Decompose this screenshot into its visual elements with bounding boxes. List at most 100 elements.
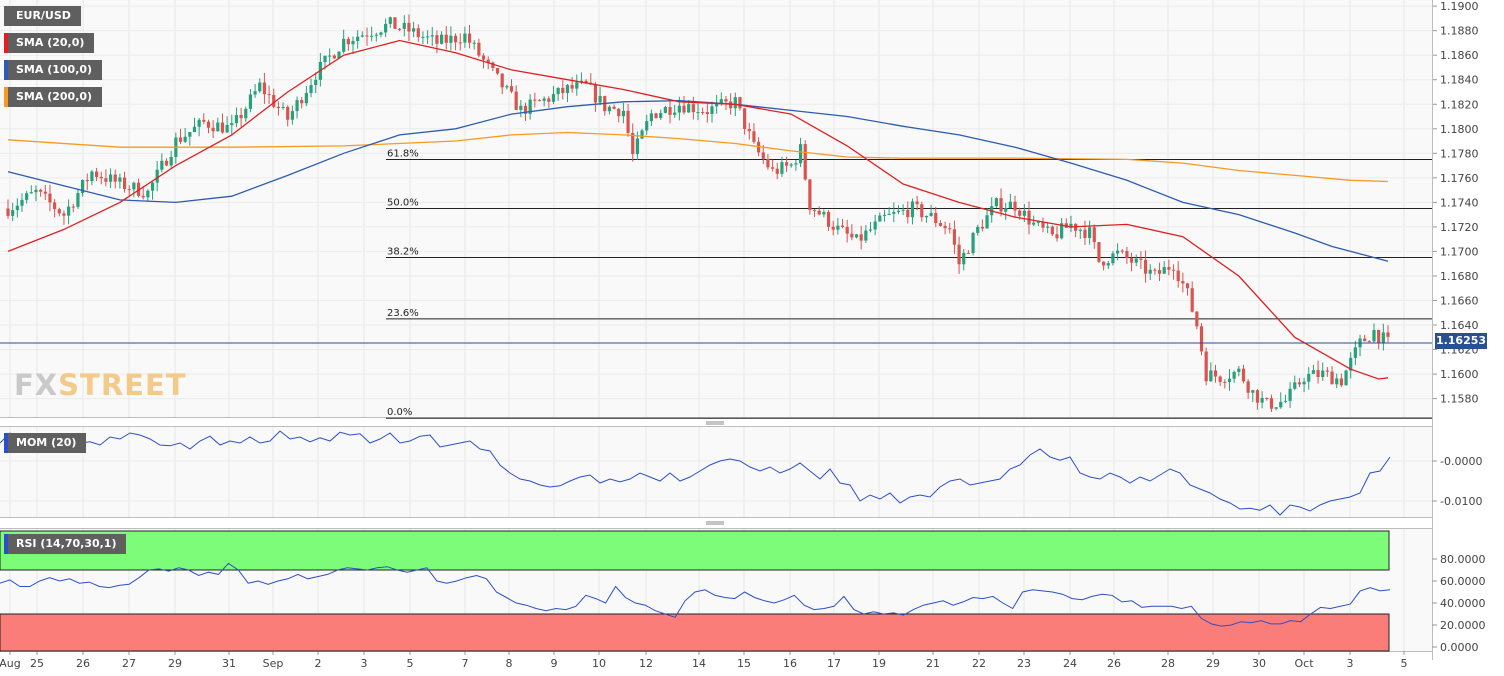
mom-line: [0, 430, 1391, 516]
x-tick-label: 5: [1401, 657, 1408, 670]
candle-up: [901, 209, 905, 211]
candle-down: [1171, 269, 1176, 271]
rsi-tick-label: 20.0000: [1440, 619, 1486, 632]
sma100-tag[interactable]: SMA (100,0): [4, 60, 103, 80]
candle-up: [314, 79, 318, 86]
candle-down: [682, 105, 686, 113]
candle-up: [188, 132, 192, 137]
candle-down: [48, 193, 52, 203]
candle-down: [1097, 242, 1101, 262]
candle-down: [561, 87, 565, 94]
candle-up: [1349, 357, 1353, 371]
x-tick-label: Aug: [0, 657, 21, 670]
price-tick-label: 1.1700: [1440, 245, 1479, 258]
candle-up: [854, 234, 859, 238]
x-tick-label: 8: [506, 657, 513, 670]
candle-down: [859, 234, 863, 241]
candle-up: [971, 232, 975, 254]
candle-up: [1344, 370, 1348, 386]
candle-up: [234, 114, 239, 124]
candle-up: [370, 35, 374, 37]
candle-up: [1283, 400, 1288, 402]
candle-down: [486, 59, 490, 63]
candle-down: [94, 171, 99, 177]
candle-down: [62, 213, 66, 216]
candle-down: [393, 17, 397, 29]
candle-up: [607, 106, 612, 112]
candle-up: [80, 179, 85, 194]
candle-down: [85, 179, 89, 182]
candle-up: [351, 40, 355, 45]
candle-down: [999, 198, 1003, 212]
candle-down: [1018, 210, 1022, 216]
candle-down: [444, 34, 448, 43]
candle-down: [770, 167, 775, 169]
sma200-tag[interactable]: SMA (200,0): [4, 87, 103, 107]
candle-up: [985, 215, 989, 229]
candle-up: [794, 163, 798, 165]
x-tick-label: 26: [76, 657, 90, 670]
price-tick-label: 1.1660: [1440, 294, 1479, 307]
candle-up: [887, 213, 891, 215]
sma20-tag[interactable]: SMA (20,0): [4, 33, 95, 53]
candle-down: [957, 244, 961, 265]
candle-up: [542, 98, 546, 101]
mom-tag[interactable]: MOM (20): [4, 433, 87, 453]
candle-down: [1223, 381, 1227, 383]
candle-down: [211, 127, 215, 132]
candle-up: [528, 99, 532, 114]
candle-down: [398, 28, 402, 30]
candle-down: [220, 122, 225, 133]
candle-up: [108, 174, 113, 182]
candle-down: [547, 98, 551, 102]
candle-down: [654, 113, 658, 118]
candle-down: [1139, 258, 1143, 260]
candle-down: [1027, 210, 1031, 225]
candle-up: [836, 225, 840, 230]
symbol-tag[interactable]: EUR/USD: [4, 6, 81, 26]
candle-up: [216, 122, 220, 132]
candle-down: [631, 132, 635, 155]
candle-down: [752, 131, 756, 142]
candle-up: [29, 192, 33, 194]
candle-down: [738, 97, 742, 109]
candle-up: [1274, 407, 1278, 409]
sma20-swatch: [4, 33, 8, 53]
candle-up: [696, 112, 700, 114]
candle-down: [948, 228, 952, 230]
candle-up: [309, 85, 313, 94]
candle-down: [481, 55, 486, 60]
current-price-badge: 1.16253: [1435, 333, 1487, 349]
candle-up: [337, 51, 341, 59]
sma200-swatch: [4, 87, 8, 107]
candle-down: [952, 229, 957, 245]
x-tick-label: 19: [872, 657, 886, 670]
candle-up: [379, 32, 383, 35]
candle-up: [248, 94, 253, 109]
rsi-tag[interactable]: RSI (14,70,30,1): [4, 534, 127, 554]
candle-down: [593, 84, 598, 103]
candle-up: [1004, 208, 1008, 212]
price-tick-label: 1.1780: [1440, 147, 1479, 160]
candle-up: [1237, 368, 1241, 372]
candle-down: [206, 121, 211, 128]
candle-down: [938, 223, 943, 226]
x-tick-label: 27: [122, 657, 136, 670]
candle-down: [53, 202, 57, 210]
candle-up: [1321, 370, 1325, 377]
candle-down: [826, 212, 831, 227]
price-tick-label: 1.1760: [1440, 172, 1479, 185]
candle-down: [1041, 221, 1045, 228]
candle-down: [617, 108, 621, 117]
candle-down: [141, 195, 145, 198]
candle-up: [1381, 332, 1385, 343]
candle-down: [845, 227, 849, 234]
candle-up: [896, 210, 901, 213]
candle-up: [673, 112, 677, 115]
candle-up: [183, 136, 187, 142]
candle-up: [910, 201, 915, 218]
candle-up: [929, 212, 933, 216]
candle-up: [1227, 378, 1232, 383]
price-tick-label: 1.1820: [1440, 98, 1479, 111]
